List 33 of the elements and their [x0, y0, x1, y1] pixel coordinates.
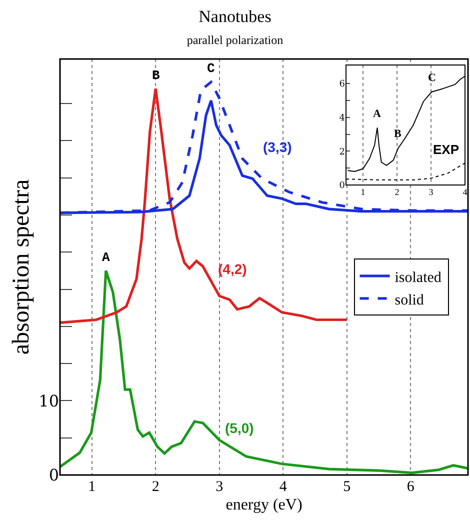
x-tick-label: 5 [343, 479, 351, 495]
x-tick-label: 3 [216, 479, 224, 495]
legend-label: isolated [394, 270, 442, 286]
x-tick-label: 3 [428, 187, 434, 197]
annotation: (5,0) [225, 420, 254, 436]
x-axis-title: energy (eV) [226, 496, 302, 514]
x-tick-label: 2 [152, 479, 160, 495]
y-tick-label: 0 [339, 181, 346, 192]
y-tick-label: 10 [38, 391, 59, 410]
annotation: (3,3) [263, 139, 292, 155]
x-tick-label: 6 [406, 479, 415, 495]
x-tick-label: 4 [279, 479, 288, 495]
chart-title: Nanotubes [198, 6, 272, 26]
x-tick-label: 1 [360, 187, 366, 197]
y-tick-label: 6 [339, 80, 346, 90]
annotation: A [102, 250, 110, 265]
annotation: EXP [433, 142, 460, 157]
y-axis-title: absorption spectra [8, 179, 35, 355]
annotation: C [428, 72, 436, 84]
legend-label: solid [394, 292, 424, 308]
x-tick-label: 4 [462, 187, 468, 197]
annotation: B [394, 128, 402, 140]
annotation: (4,2) [218, 261, 247, 277]
x-tick-label: 1 [88, 479, 96, 495]
x-tick-label: 2 [394, 187, 400, 197]
annotation: B [152, 68, 160, 83]
y-tick-label: 0 [48, 466, 59, 485]
line-series [60, 87, 348, 324]
y-tick-label: 4 [339, 114, 346, 124]
y-tick-label: 2 [339, 147, 345, 158]
annotation: C [207, 61, 215, 76]
chart-subtitle: parallel polarization [186, 32, 284, 47]
annotation: A [373, 108, 381, 120]
